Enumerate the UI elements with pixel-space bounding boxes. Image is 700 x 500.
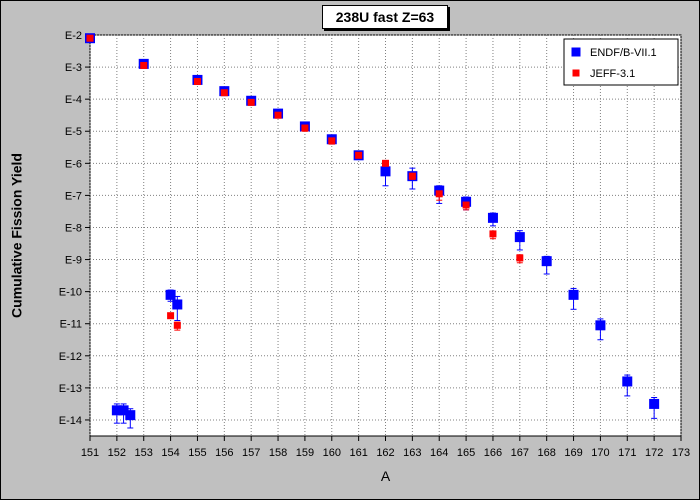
x-tick-label: 172 (645, 447, 663, 459)
data-point (173, 321, 181, 329)
x-tick-label: 155 (188, 447, 206, 459)
x-tick-label: 153 (135, 447, 153, 459)
data-point (111, 405, 122, 416)
data-point (247, 98, 255, 106)
data-point (125, 410, 136, 421)
y-tick-label: E-3 (65, 62, 82, 74)
x-tick-label: 151 (81, 447, 99, 459)
legend-marker (571, 47, 581, 57)
y-axis-ticks: E-2 E-3 E-4 E-5 E-6 E-7 E-8 E-9 E-10 E-11 E-12 E-13… (59, 30, 90, 427)
y-tick-label: E-4 (65, 94, 82, 106)
y-tick-label: E-11 (60, 319, 82, 331)
data-point (355, 151, 363, 159)
x-tick-label: 165 (457, 447, 475, 459)
legend-label: JEFF-3.1 (590, 68, 635, 80)
data-point (118, 405, 129, 416)
chart-title-text: 238U fast Z=63 (335, 9, 435, 25)
x-tick-label: 168 (538, 447, 556, 459)
data-point (435, 190, 443, 198)
data-point (622, 376, 633, 387)
chart-title: 238U fast Z=63 (322, 5, 448, 29)
data-point (489, 230, 497, 238)
x-tick-label: 164 (430, 447, 448, 459)
data-point (516, 254, 524, 262)
y-tick-label: E-14 (59, 415, 82, 427)
data-point (462, 201, 470, 209)
data-point (380, 166, 391, 177)
x-tick-label: 169 (564, 447, 582, 459)
legend-marker (572, 69, 580, 77)
y-tick-label: E-10 (59, 287, 82, 299)
series-1 (86, 34, 524, 331)
y-tick-label: E-8 (65, 222, 82, 234)
y-tick-label: E-2 (65, 30, 82, 42)
x-tick-label: 161 (349, 447, 367, 459)
data-point (514, 232, 525, 243)
x-tick-label: 158 (269, 447, 287, 459)
x-tick-label: 167 (511, 447, 529, 459)
data-point (382, 159, 389, 167)
x-tick-label: 162 (376, 447, 394, 459)
x-axis-ticks: 151 152 153 154 155 156 157 158 159 160 161 162 163 1… (81, 436, 690, 459)
data-point (408, 172, 416, 180)
legend-box (563, 38, 679, 86)
y-tick-label: E-9 (65, 255, 82, 267)
data-point (167, 312, 175, 320)
x-tick-label: 156 (215, 447, 233, 459)
x-tick-label: 160 (323, 447, 341, 459)
y-tick-label: E-13 (59, 383, 82, 395)
data-point (172, 299, 183, 310)
y-tick-label: E-6 (65, 158, 82, 170)
x-tick-label: 159 (296, 447, 314, 459)
data-point (595, 320, 606, 331)
x-axis-label: A (381, 468, 391, 484)
legend: ENDF/B-VII.1 JEFF-3.1 (563, 38, 679, 86)
x-tick-label: 152 (108, 447, 126, 459)
grid-lines (89, 34, 682, 436)
data-point (568, 289, 579, 300)
x-tick-label: 173 (672, 447, 690, 459)
data-point (220, 89, 228, 97)
data-point (328, 137, 336, 145)
x-tick-label: 171 (618, 447, 636, 459)
legend-label: ENDF/B-VII.1 (590, 47, 657, 59)
data-point (165, 289, 176, 300)
series-layer (85, 33, 660, 429)
data-point (649, 398, 660, 409)
y-tick-label: E-5 (65, 126, 82, 138)
y-tick-label: E-12 (59, 351, 82, 363)
x-tick-label: 163 (403, 447, 421, 459)
data-point (541, 256, 552, 267)
data-point (86, 34, 94, 42)
data-point (193, 78, 201, 86)
x-tick-label: 170 (591, 447, 609, 459)
y-axis-label: Cumulative Fission Yield (9, 153, 25, 318)
y-tick-label: E-7 (65, 190, 82, 202)
data-point (301, 124, 309, 132)
data-point (487, 212, 498, 223)
data-point (274, 111, 282, 119)
x-tick-label: 154 (161, 447, 179, 459)
x-tick-label: 166 (484, 447, 502, 459)
data-point (140, 61, 148, 69)
x-tick-label: 157 (242, 447, 260, 459)
